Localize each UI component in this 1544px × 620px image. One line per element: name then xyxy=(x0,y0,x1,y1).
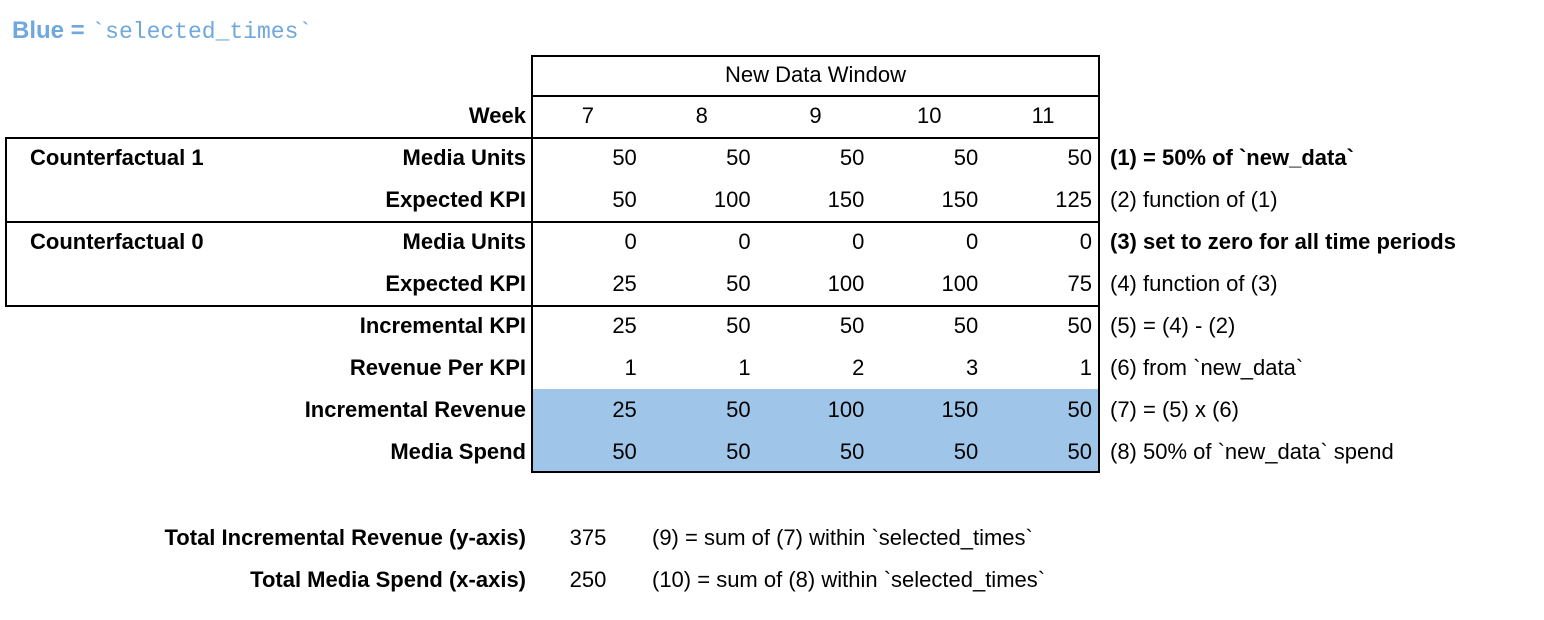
data-cell: 2 xyxy=(852,355,865,380)
data-cell: 50 xyxy=(726,313,751,338)
table-border xyxy=(5,221,1100,223)
week-label: Week xyxy=(468,103,526,128)
table-row-highlighted: 50 50 50 50 50 xyxy=(531,431,1100,473)
row-note: (5) = (4) - (2) xyxy=(1110,313,1236,338)
row-note: (4) function of (3) xyxy=(1110,271,1278,296)
week-cell: 11 xyxy=(1031,103,1055,128)
table-border xyxy=(531,95,1100,97)
data-cell: 50 xyxy=(839,145,865,170)
total-label-incremental-revenue: Total Incremental Revenue (y-axis) xyxy=(164,525,527,550)
data-cell: 150 xyxy=(941,397,979,422)
table-row: 25 50 50 50 50 xyxy=(531,305,1100,347)
row-note: (8) 50% of `new_data` spend xyxy=(1110,439,1394,464)
total-value-incremental-revenue: 375 xyxy=(569,525,607,550)
selected-times-highlight-region xyxy=(533,389,1098,471)
week-cell: 8 xyxy=(695,103,708,128)
data-cell: 0 xyxy=(965,229,979,254)
row-note: (3) set to zero for all time periods xyxy=(1110,229,1456,254)
data-cell: 100 xyxy=(827,271,865,296)
group-label-counterfactual-0: Counterfactual 0 xyxy=(30,229,204,254)
data-cell: 50 xyxy=(839,313,865,338)
data-cell: 3 xyxy=(965,355,979,380)
row-note: (6) from `new_data` xyxy=(1110,355,1304,380)
data-cell: 25 xyxy=(612,271,637,296)
data-cell: 1 xyxy=(624,355,637,380)
row-note: (7) = (5) x (6) xyxy=(1110,397,1239,422)
total-label-media-spend: Total Media Spend (x-axis) xyxy=(250,567,526,592)
data-cell: 50 xyxy=(1067,439,1092,464)
data-cell: 0 xyxy=(738,229,751,254)
data-cell: 50 xyxy=(839,439,865,464)
row-label: Revenue Per KPI xyxy=(349,355,526,380)
table-border xyxy=(5,137,7,307)
data-cell: 100 xyxy=(941,271,979,296)
data-cell: 50 xyxy=(612,145,637,170)
data-window-border xyxy=(531,55,1100,473)
data-cell: 50 xyxy=(1067,397,1092,422)
week-cell: 7 xyxy=(581,103,595,128)
table-row: 1 1 2 3 1 xyxy=(531,347,1100,389)
new-data-window-header: New Data Window xyxy=(725,62,906,87)
legend-note: Blue = `selected_times` xyxy=(12,14,312,48)
data-cell: 0 xyxy=(624,229,637,254)
row-label: Media Units xyxy=(402,229,526,254)
data-cell: 50 xyxy=(726,439,751,464)
data-cell: 50 xyxy=(953,145,979,170)
group-label-counterfactual-1: Counterfactual 1 xyxy=(30,145,204,170)
data-cell: 0 xyxy=(852,229,865,254)
data-cell: 50 xyxy=(1067,145,1092,170)
data-cell: 1 xyxy=(738,355,751,380)
row-note: (1) = 50% of `new_data` xyxy=(1110,145,1354,170)
week-row: 7 8 9 10 11 xyxy=(531,95,1100,137)
data-cell: 100 xyxy=(827,397,865,422)
table-row: 50 100 150 150 125 xyxy=(531,179,1100,221)
data-cell: 50 xyxy=(726,145,751,170)
row-label: Incremental KPI xyxy=(359,313,526,338)
data-cell: 25 xyxy=(612,397,637,422)
data-cell: 25 xyxy=(612,313,637,338)
row-label: Media Spend xyxy=(390,439,526,464)
legend-label: Blue = xyxy=(12,17,92,44)
table-border xyxy=(5,137,1100,139)
table-row-highlighted: 25 50 100 150 50 xyxy=(531,389,1100,431)
week-cell: 9 xyxy=(809,103,822,128)
table-row: 50 50 50 50 50 xyxy=(531,137,1100,179)
total-value-media-spend: 250 xyxy=(569,567,607,592)
legend-code: `selected_times` xyxy=(91,19,313,45)
data-cell: 150 xyxy=(827,187,865,212)
week-cell: 10 xyxy=(917,103,942,128)
total-note: (9) = sum of (7) within `selected_times` xyxy=(652,525,1033,550)
data-cell: 50 xyxy=(612,187,637,212)
data-cell: 50 xyxy=(612,439,637,464)
data-cell: 150 xyxy=(941,187,979,212)
row-label: Media Units xyxy=(402,145,526,170)
table-border xyxy=(5,305,1100,307)
row-label: Expected KPI xyxy=(385,187,526,212)
data-cell: 50 xyxy=(726,271,751,296)
data-cell: 50 xyxy=(953,313,979,338)
table-row: 25 50 100 100 75 xyxy=(531,263,1100,305)
data-cell: 50 xyxy=(726,397,751,422)
data-cell: 75 xyxy=(1067,271,1092,296)
total-note: (10) = sum of (8) within `selected_times… xyxy=(652,567,1046,592)
data-cell: 1 xyxy=(1079,355,1092,380)
row-label: Expected KPI xyxy=(385,271,526,296)
data-cell: 50 xyxy=(1067,313,1092,338)
data-cell: 125 xyxy=(1055,187,1092,212)
table-row: 0 0 0 0 0 xyxy=(531,221,1100,263)
data-cell: 100 xyxy=(713,187,751,212)
data-cell: 0 xyxy=(1079,229,1092,254)
data-cell: 50 xyxy=(953,439,979,464)
row-note: (2) function of (1) xyxy=(1110,187,1278,212)
row-label: Incremental Revenue xyxy=(304,397,526,422)
